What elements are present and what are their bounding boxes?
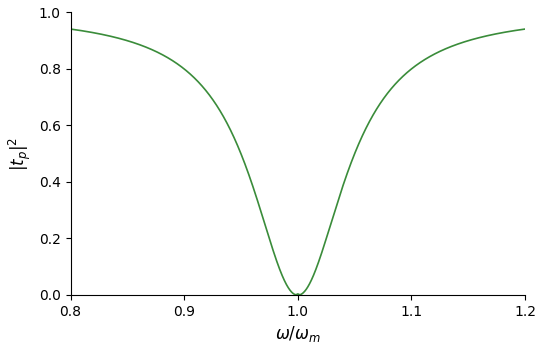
X-axis label: $\omega/\omega_m$: $\omega/\omega_m$ xyxy=(275,324,321,344)
Y-axis label: $|t_p|^2$: $|t_p|^2$ xyxy=(7,137,33,171)
